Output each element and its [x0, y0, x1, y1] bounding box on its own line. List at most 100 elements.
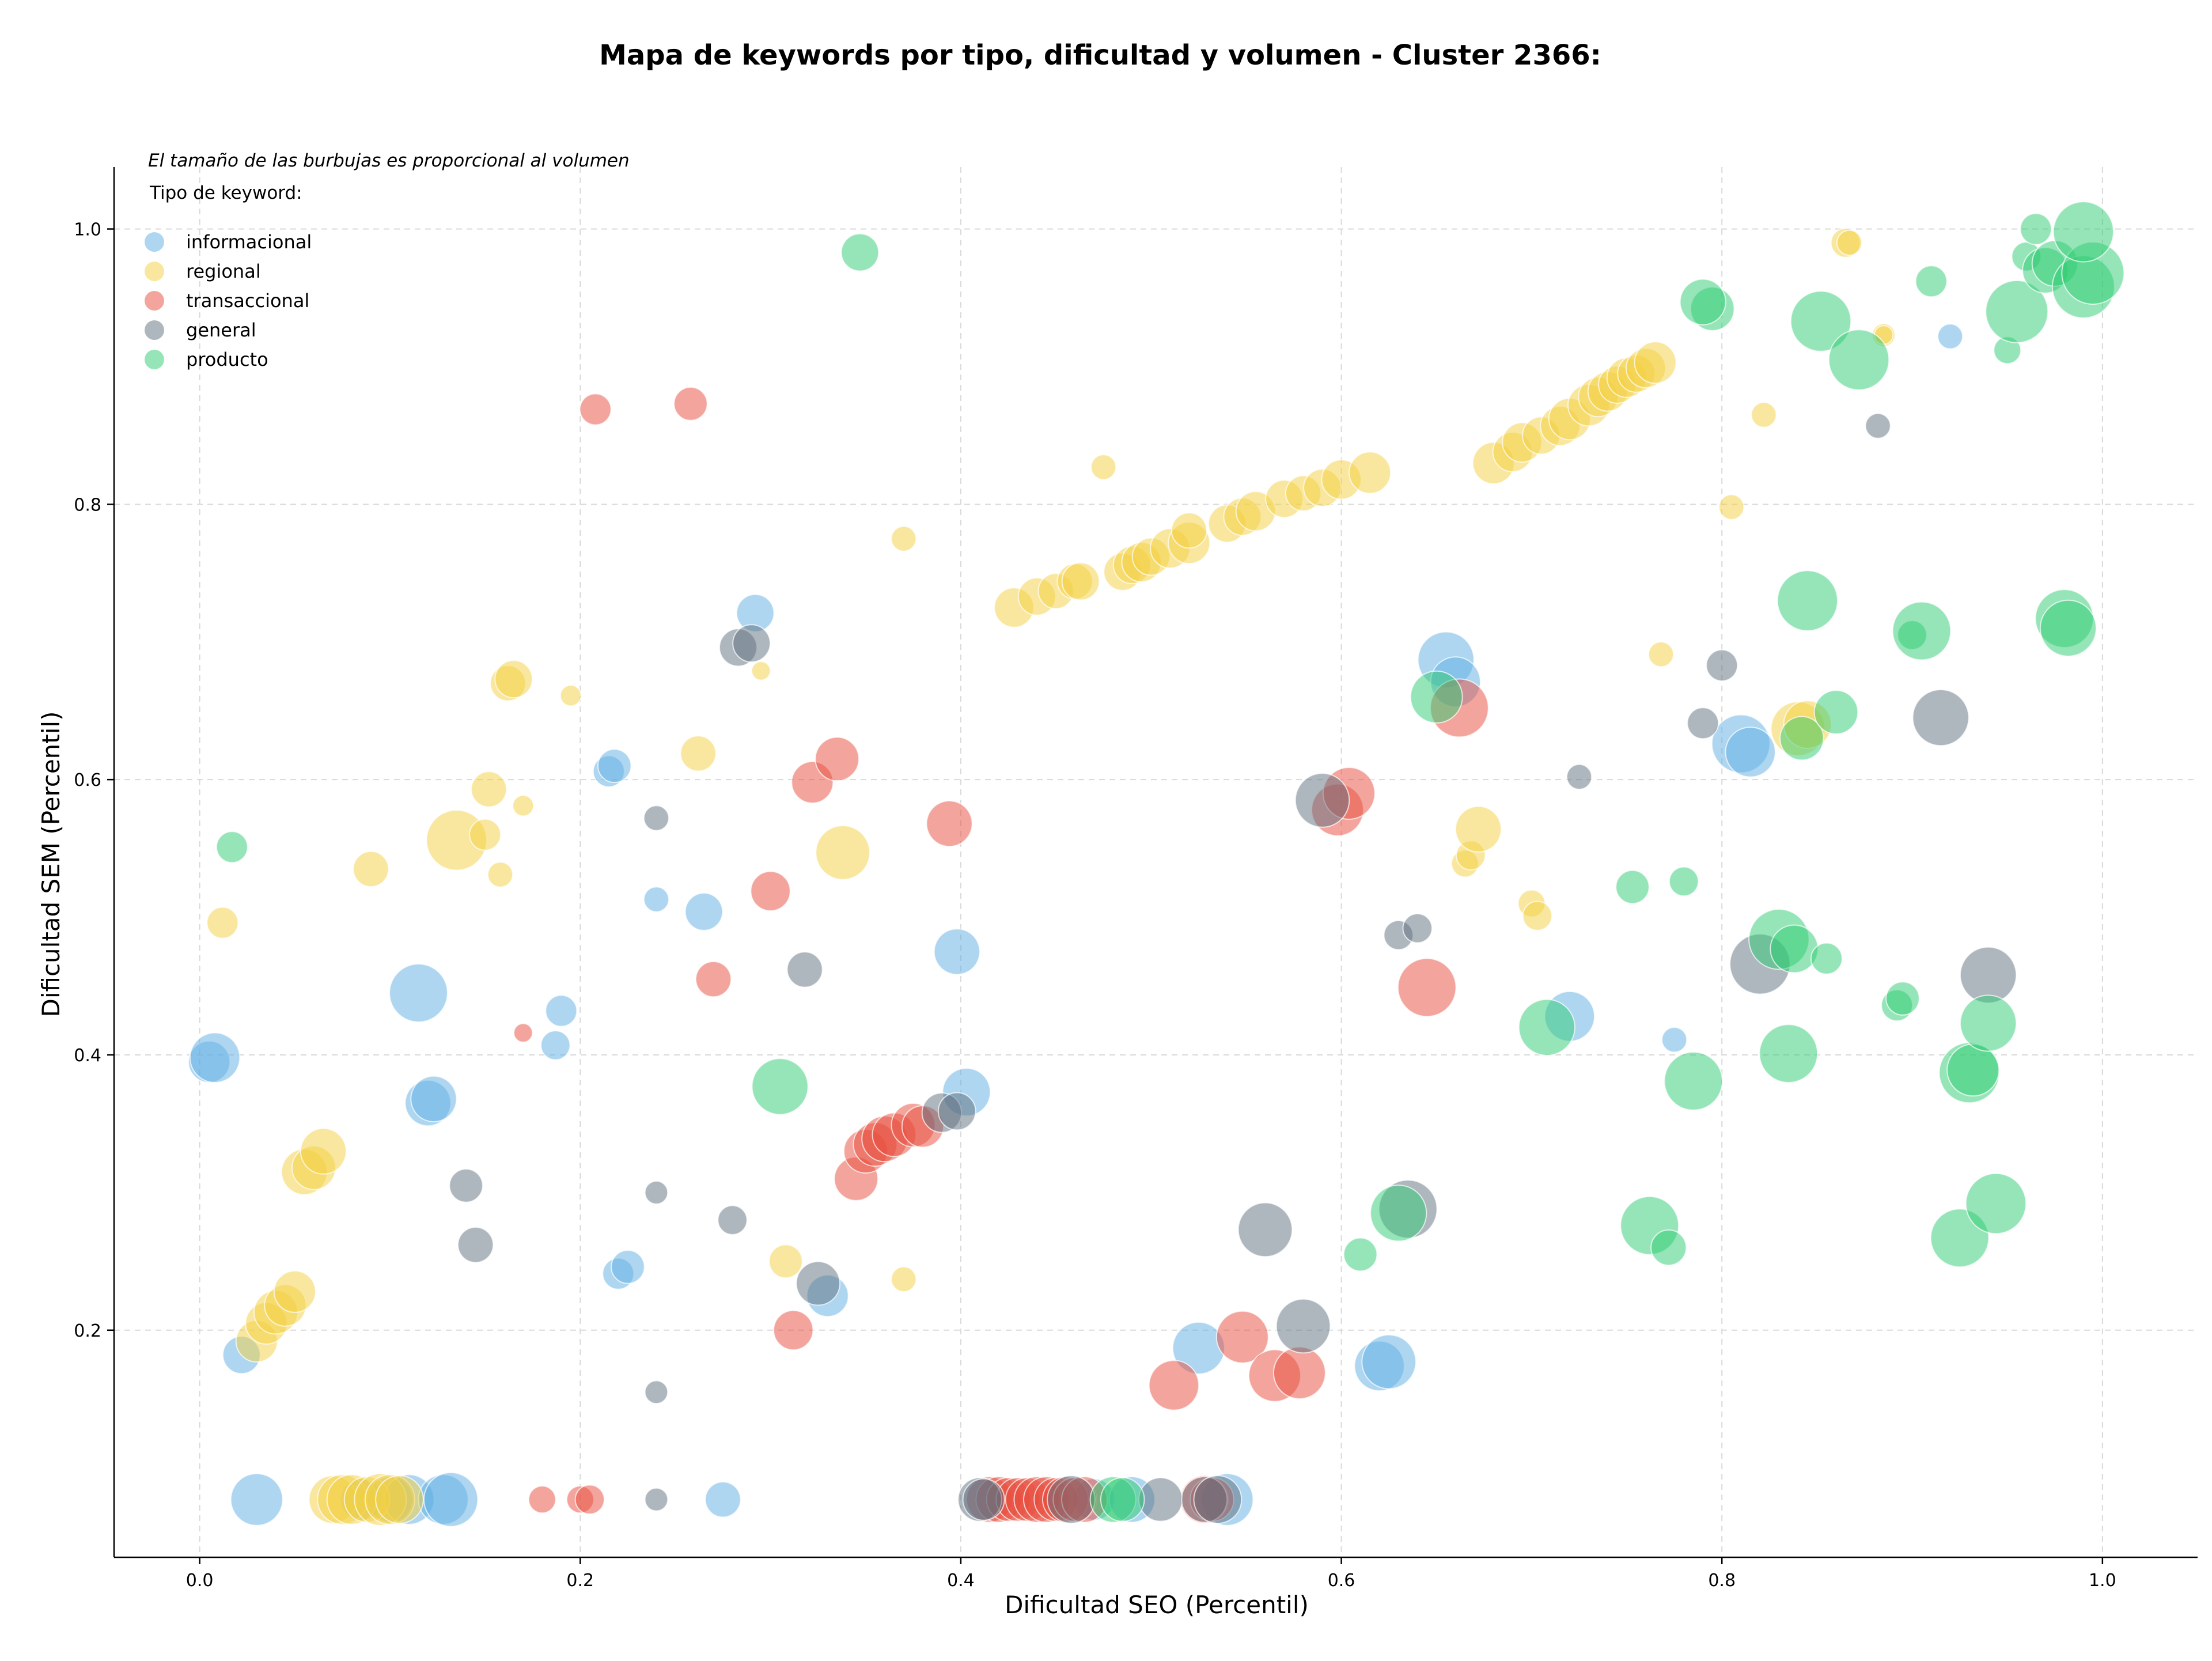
y-tick-label: 1.0 — [74, 220, 101, 240]
bubble-producto — [1679, 278, 1726, 326]
bubble-regional — [1061, 562, 1100, 601]
bubble-informacional — [611, 1250, 645, 1284]
bubble-regional — [768, 1244, 803, 1279]
size-annotation: El tamaño de las burbujas es proporciona… — [148, 150, 630, 171]
y-tick-label: 0.4 — [74, 1046, 101, 1066]
bubble-regional — [815, 825, 870, 880]
bubble-general — [643, 805, 670, 831]
bubble-producto — [1779, 716, 1824, 761]
bubble-transaccional — [528, 1485, 556, 1514]
bubble-general — [1687, 707, 1719, 740]
legend-marker-producto — [145, 350, 164, 369]
bubble-producto — [751, 1058, 809, 1115]
bubble-transaccional — [773, 1310, 814, 1351]
bubble-informacional — [1361, 1334, 1416, 1390]
bubble-producto — [1946, 1043, 2000, 1097]
bubble-informacional — [684, 892, 724, 931]
bubble-regional — [494, 660, 533, 699]
bubble-regional — [1751, 402, 1777, 428]
bubble-general — [1047, 1475, 1096, 1524]
bubble-general — [1237, 1202, 1293, 1258]
series-producto — [215, 201, 2125, 1523]
bubble-transaccional — [815, 736, 859, 782]
legend-title: Tipo de keyword: — [149, 183, 302, 203]
ticks: 0.0 0.2 0.4 0.6 0.8 1.0 0.2 0.4 0.6 0.8 1.0 — [74, 220, 2116, 1591]
legend-marker-transaccional — [145, 291, 164, 311]
chart-title: Mapa de keywords por tipo, dificultad y … — [599, 39, 1601, 71]
bubble-general — [717, 1205, 748, 1235]
bubble-regional — [891, 525, 917, 552]
bubble-transaccional — [1215, 1310, 1269, 1364]
bubble-informacional — [230, 1473, 283, 1526]
bubble-producto — [1810, 942, 1843, 975]
bubble-general — [786, 951, 823, 988]
bubble-general — [732, 624, 771, 663]
bubble-informacional — [597, 748, 632, 784]
bubble-regional — [1522, 901, 1553, 931]
bubble-regional — [891, 1266, 917, 1292]
bubble-transaccional — [750, 871, 791, 911]
bubble-general — [937, 1092, 976, 1131]
bubble-producto — [1885, 981, 1920, 1016]
bubble-producto — [1790, 290, 1852, 352]
bubble-producto — [1965, 1172, 2027, 1235]
bubble-regional — [469, 818, 502, 851]
bubble-regional — [1349, 451, 1392, 494]
x-tick-label: 0.8 — [1708, 1571, 1736, 1591]
bubble-regional — [300, 1127, 347, 1175]
bubble-informacional — [540, 1030, 571, 1061]
x-tick-label: 0.0 — [186, 1571, 214, 1591]
bubble-informacional — [1937, 323, 1964, 350]
bubble-producto — [1985, 279, 2049, 343]
bubble-transaccional — [574, 1484, 605, 1515]
bubble-regional — [487, 861, 514, 888]
bubble-producto — [1915, 265, 1948, 298]
legend-label-transaccional: transaccional — [186, 290, 309, 312]
bubble-regional — [353, 850, 389, 888]
bubble-transaccional — [1272, 1346, 1326, 1399]
bubble-producto — [1892, 601, 1952, 661]
bubble-informacional — [933, 928, 980, 975]
bubble-regional — [512, 794, 535, 817]
bubble-general — [644, 1380, 669, 1405]
legend-label-producto: producto — [186, 349, 268, 370]
bubble-informacional — [389, 963, 448, 1023]
bubble-regional — [1455, 805, 1502, 853]
legend-label-regional: regional — [186, 260, 261, 282]
bubble-transaccional — [513, 1023, 533, 1043]
bubble-regional — [1836, 229, 1863, 256]
bubble-producto — [1770, 924, 1819, 974]
bubble-informacional — [423, 1471, 479, 1527]
bubble-producto — [215, 831, 248, 864]
bubble-general — [1706, 649, 1738, 682]
x-tick-label: 1.0 — [2089, 1571, 2116, 1591]
legend-marker-informacional — [145, 232, 164, 252]
bubble-informacional — [704, 1481, 741, 1518]
x-tick-label: 0.6 — [1328, 1571, 1355, 1591]
bubble-general — [1402, 913, 1433, 944]
bubble-transaccional — [579, 393, 612, 426]
legend: informacional regional transaccional genera… — [145, 231, 312, 370]
bubble-producto — [1668, 866, 1699, 897]
y-tick-label: 0.6 — [74, 770, 101, 790]
bubble-general — [644, 1487, 669, 1512]
bubble-producto — [1343, 1237, 1378, 1272]
y-tick-label: 0.8 — [74, 495, 101, 515]
legend-label-general: general — [186, 319, 256, 341]
legend-label-informacional: informacional — [186, 231, 312, 253]
bubble-general — [1294, 773, 1350, 828]
bubble-informacional — [643, 886, 670, 913]
grid — [114, 167, 2198, 1557]
bubble-general — [457, 1227, 494, 1263]
bubble-general — [1566, 763, 1593, 790]
bubble-producto — [1664, 1051, 1724, 1111]
bubble-transaccional — [1397, 958, 1457, 1017]
bubble-producto — [840, 233, 880, 272]
bubble-general — [1138, 1477, 1183, 1522]
bubble-transaccional — [926, 800, 973, 847]
bubble-producto — [1370, 1185, 1427, 1242]
bubble-regional — [471, 771, 507, 808]
bubble-general — [962, 1478, 1005, 1521]
